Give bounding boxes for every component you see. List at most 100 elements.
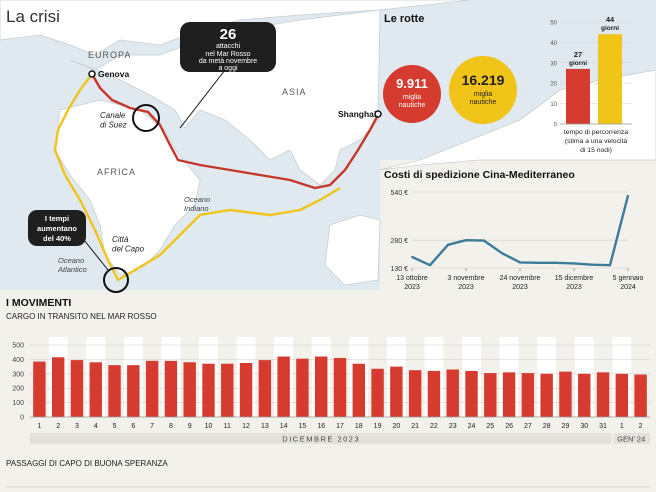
label-shanghai: Shanghai	[338, 109, 376, 119]
cargo-bar	[277, 356, 290, 417]
cargo-bar	[390, 366, 403, 417]
cargo-bar	[51, 357, 65, 417]
cargo-bar	[596, 372, 610, 417]
cargo-y-tick: 400	[12, 357, 24, 364]
route-suez-red	[90, 73, 380, 190]
cargo-x-label: 27	[524, 423, 532, 430]
indian-text-line1: Oceano	[184, 195, 210, 204]
cargo-bar	[427, 370, 441, 417]
cargo-bar	[296, 358, 309, 417]
duration-caption-3: di 15 nodi)	[580, 147, 612, 154]
cost-point	[555, 261, 557, 264]
duration-bar-unit: giorni	[601, 25, 619, 32]
cost-point	[537, 261, 539, 264]
cargo-bar	[634, 374, 647, 417]
cost-x-label-year: 2024	[620, 284, 636, 291]
cargo-x-label: 31	[599, 423, 607, 430]
cargo-y-tick: 100	[12, 400, 24, 407]
suez-text-line1: Canale	[100, 111, 126, 120]
shanghai-dot	[374, 110, 382, 118]
route-yellow-bubble: 16.219 miglia nautiche	[449, 56, 517, 124]
label-genoa: Genova	[98, 69, 129, 79]
indian-text-line2: Indiano	[184, 204, 209, 213]
label-asia: ASIA	[282, 87, 307, 97]
cargo-bar	[258, 360, 272, 417]
cargo-x-label: 10	[205, 423, 213, 430]
cost-point	[429, 264, 431, 267]
cost-point	[465, 239, 467, 242]
cost-x-label-year: 2023	[512, 284, 528, 291]
attacks-line1: attacchi	[216, 43, 241, 50]
callout-attacks: 26 attacchi nel Mar Rosso da metà novemb…	[180, 22, 276, 72]
route-cape-yellow	[53, 73, 341, 282]
cargo-bar	[521, 373, 535, 417]
cargo-bar	[164, 360, 178, 417]
cost-point	[519, 261, 521, 264]
route-red-value: 9.911	[396, 76, 428, 91]
cargo-bar	[615, 373, 629, 417]
cargo-x-label: 16	[317, 423, 325, 430]
cargo-x-label: 5	[113, 423, 117, 430]
cargo-y-tick: 0	[20, 415, 24, 422]
duration-y-tick: 50	[550, 21, 557, 27]
cost-point	[411, 255, 413, 258]
cargo-bar	[540, 373, 553, 417]
route-red-bubble: 9.911 miglia nautiche	[383, 65, 441, 123]
cargo-x-label: 2	[56, 423, 60, 430]
suez-text-line2: di Suez	[100, 121, 127, 130]
cost-y-tick: 540 €	[390, 190, 408, 197]
cargo-bar	[371, 368, 384, 417]
cost-x-label-year: 2023	[458, 284, 474, 291]
duration-bar-unit: giorni	[569, 60, 587, 67]
cargo-bar	[108, 365, 121, 417]
month-band-january	[613, 433, 650, 444]
cost-point	[483, 239, 485, 242]
cargo-x-label: 26	[505, 423, 513, 430]
attacks-line2: nel Mar Rosso	[205, 51, 250, 58]
cargo-bar	[502, 372, 516, 417]
cost-point	[447, 243, 449, 246]
cargo-x-label: 8	[169, 423, 173, 430]
cost-x-label: 5 gennaio	[613, 275, 644, 282]
australia-land	[324, 214, 381, 286]
time-line3: del 40%	[43, 234, 71, 243]
cargo-x-label: 13	[261, 423, 269, 430]
cargo-x-label: 7	[150, 423, 154, 430]
cargo-y-tick: 300	[12, 371, 24, 378]
cost-x-label-year: 2023	[404, 284, 420, 291]
duration-y-tick: 20	[550, 82, 557, 88]
cargo-x-label: 3	[75, 423, 79, 430]
cape-text-line2: del Capo	[112, 245, 145, 254]
cargo-x-label: 6	[131, 423, 135, 430]
duration-caption-2: (stima a una velocità	[565, 138, 628, 145]
cargo-x-label: 2	[639, 423, 643, 430]
cargo-chart-title: CARGO IN TRANSITO NEL MAR ROSSO	[6, 312, 157, 321]
label-africa: AFRICA	[97, 167, 136, 177]
cargo-x-label: 14	[280, 423, 288, 430]
duration-bar-label: 44	[606, 15, 615, 24]
genoa-dot	[88, 70, 96, 78]
cargo-bar	[446, 369, 459, 417]
cargo-x-label: 18	[355, 423, 363, 430]
suez-marker-circle	[132, 104, 160, 132]
route-yellow-unit2: nautiche	[470, 99, 497, 106]
cargo-x-label: 1	[620, 423, 624, 430]
cargo-bar	[202, 363, 215, 417]
cargo-x-label: 28	[543, 423, 551, 430]
duration-bar	[598, 34, 622, 124]
cargo-x-label: 4	[94, 423, 98, 430]
cargo-x-label: 19	[374, 423, 382, 430]
duration-y-tick: 0	[554, 123, 558, 129]
month-label-december: DICEMBRE 2023	[282, 435, 360, 444]
atlantic-text-line2: Atlantico	[57, 265, 87, 274]
cargo-x-label: 25	[486, 423, 494, 430]
cost-x-label: 3 novembre	[448, 275, 485, 282]
section-title: I MOVIMENTI	[6, 297, 71, 309]
time-line1: I tempi	[45, 214, 69, 223]
cost-point	[627, 194, 629, 197]
cost-point	[573, 262, 575, 265]
duration-caption-1: tempo di percorrenza	[564, 129, 628, 136]
